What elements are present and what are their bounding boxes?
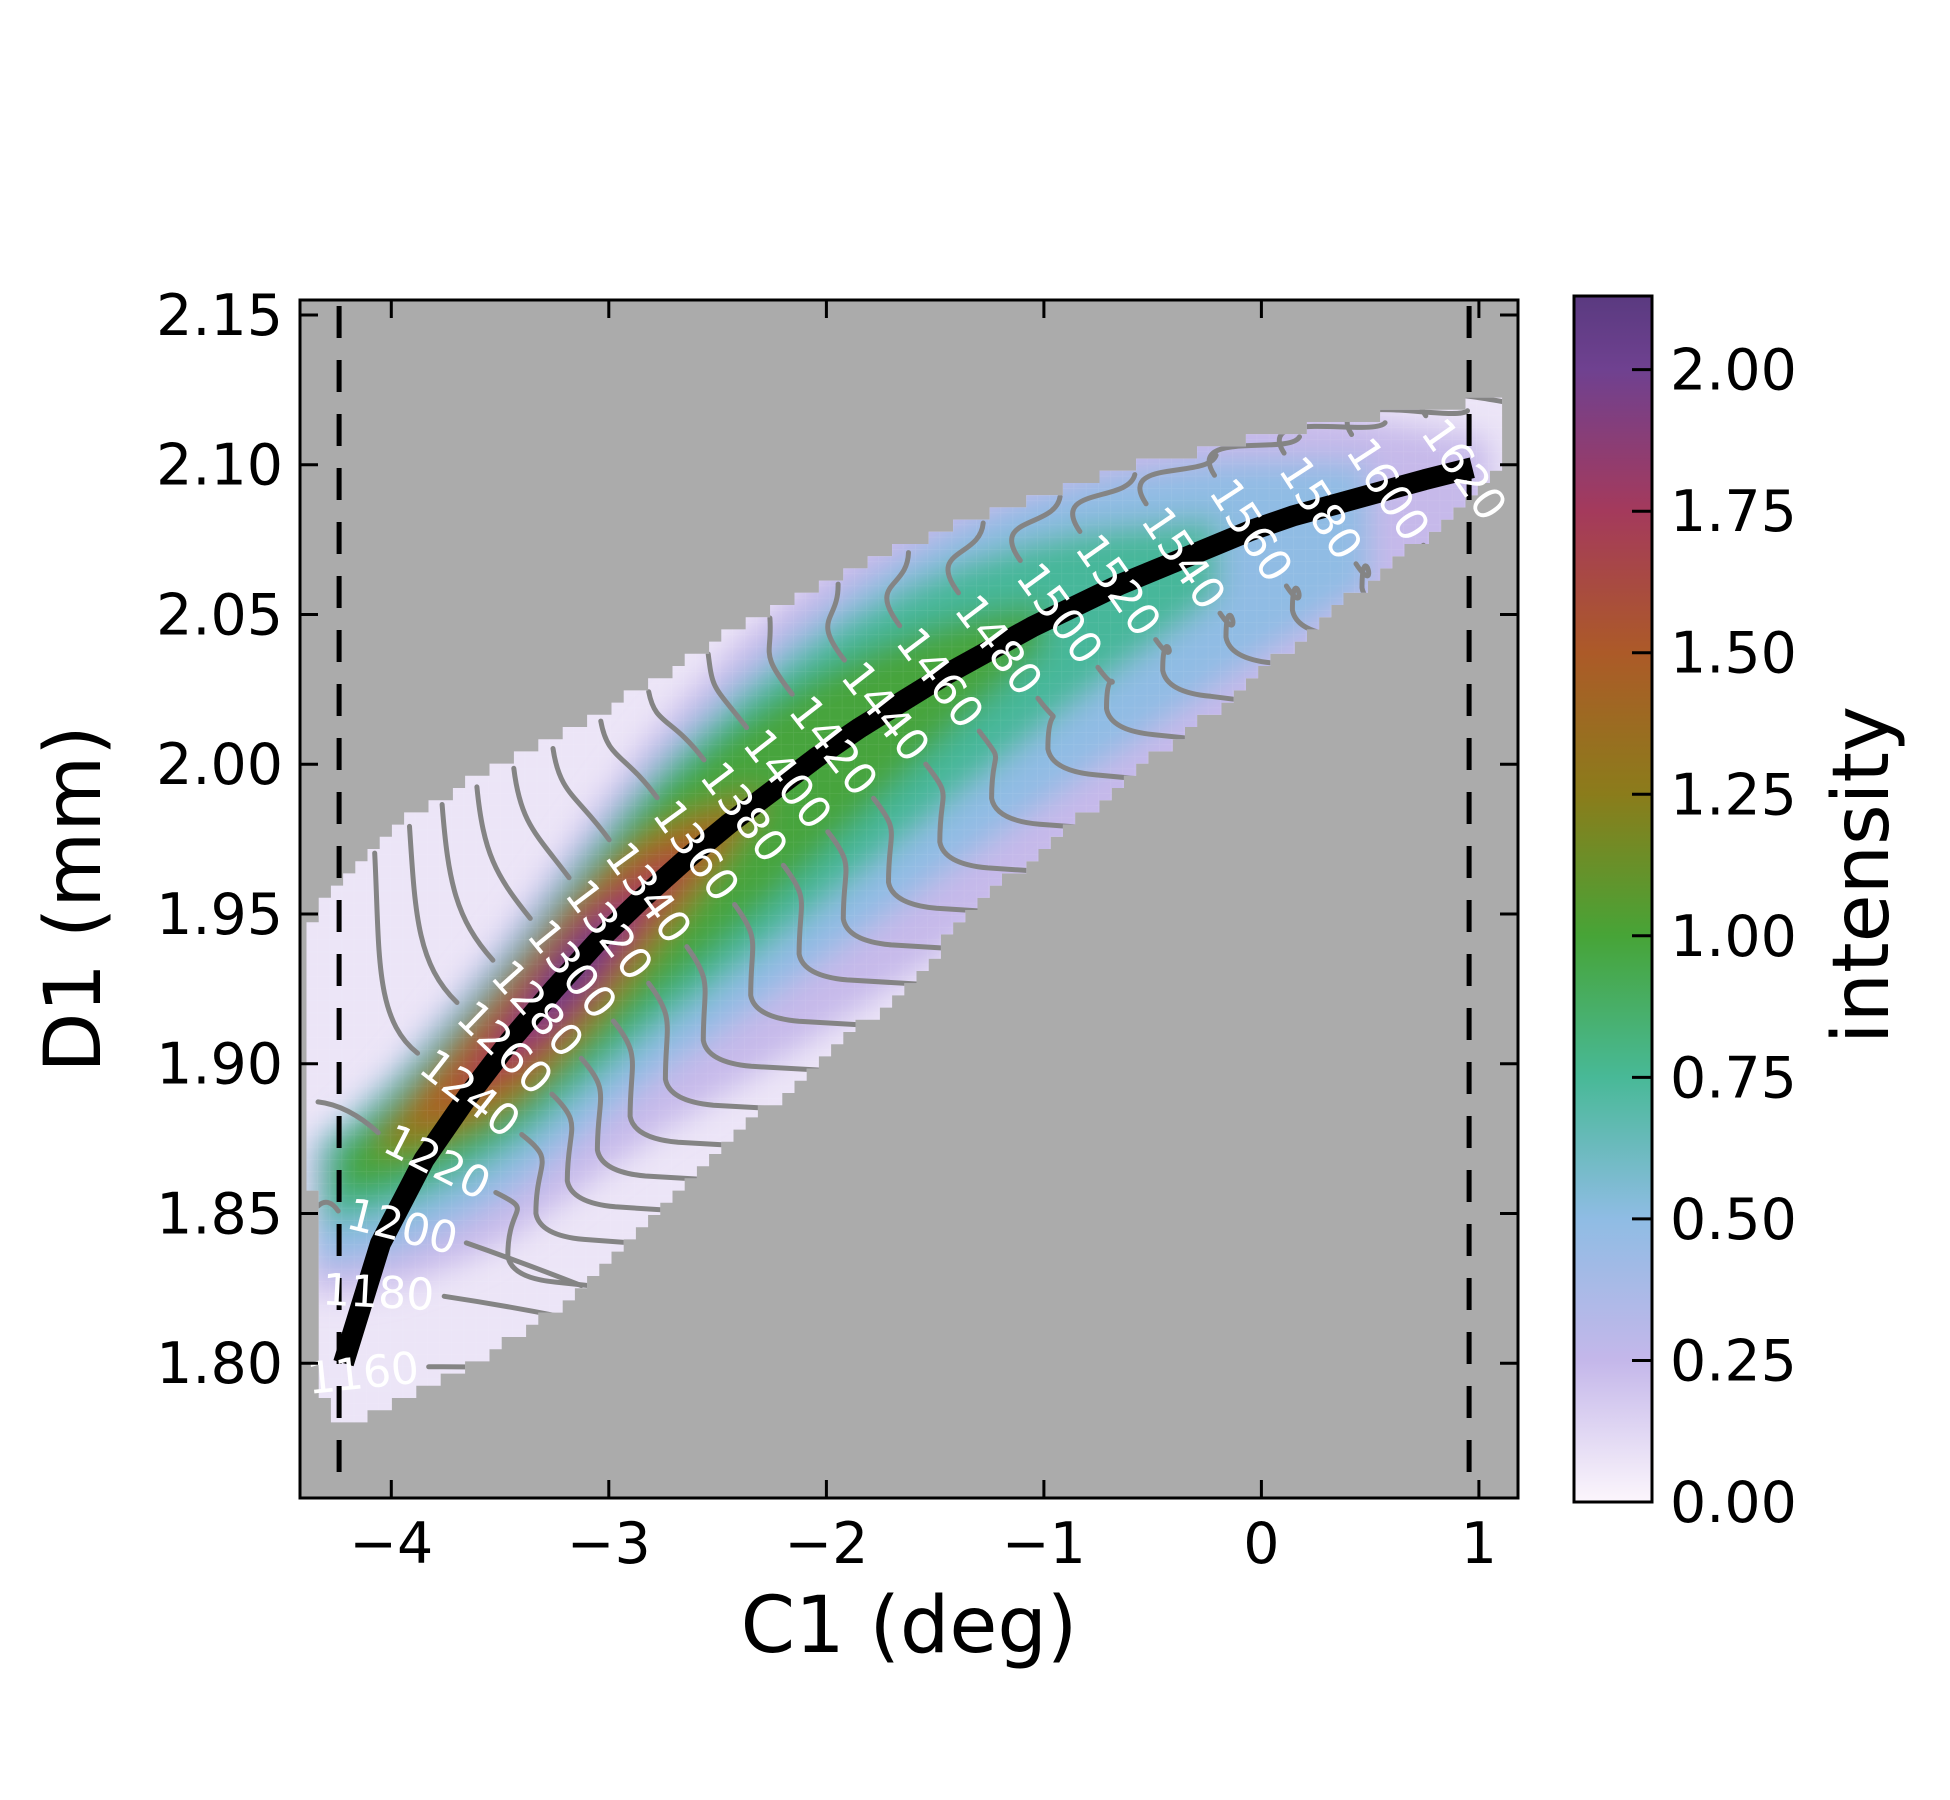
axes-frame [298,298,1520,1500]
x-tick-label: 1 [1461,1511,1497,1577]
contour-label: 1180 [321,1264,436,1321]
y-tick-label: 1.90 [156,1032,283,1098]
contour-line-lower [1217,610,1327,672]
contour-line-lower [825,829,1008,954]
colorbar-tick-label: 2.00 [1670,338,1797,404]
x-tick-label: −2 [784,1511,868,1577]
y-tick-label: 1.80 [156,1331,283,1397]
contour-line-upper [646,689,707,763]
contour-lines [315,397,1503,1372]
contour-line-lower [493,1190,629,1291]
contour-line-upper [884,550,911,629]
contour-line-upper [825,581,847,663]
contour-line-lower [923,761,1095,877]
colorbar-tick-label: 1.25 [1670,762,1797,828]
contour-line-upper [511,765,572,881]
contour-line-upper [315,1099,381,1136]
colorbar-tick-label: 0.00 [1670,1470,1797,1536]
y-tick-label: 1.95 [156,882,283,948]
contour-line-upper [766,615,795,697]
y-tick-label: 2.05 [156,583,283,649]
contour-line-upper [315,1199,341,1214]
contour-line-lower [1153,637,1275,705]
y-tick-label: 2.00 [156,732,283,798]
contour-label: 1160 [305,1342,422,1404]
contour-line-lower [610,1018,802,1151]
colorbar-tick-label: 0.25 [1670,1329,1797,1395]
y-tick-label: 2.15 [156,283,283,349]
colorbar-label: intensity [1817,706,1907,1044]
axes-spines [298,298,1520,1500]
contour-line-upper [407,823,460,1005]
colorbar-tick-label: 0.50 [1670,1187,1797,1253]
contour-line-lower [578,1055,763,1185]
contour-line-lower [976,728,1138,833]
contour-line-lower [1035,695,1178,784]
y-tick-label: 2.10 [156,433,283,499]
contour-line-upper [550,746,612,843]
colorbar-tick-label: 1.75 [1670,479,1797,545]
y-axis-label: D1 (mm) [29,725,119,1072]
contour-line-upper [705,651,750,731]
colorbar [1572,294,1654,1504]
contour-line-lower [519,1132,682,1248]
contour-line-upper [439,802,496,963]
colorbar-tick-label: 0.75 [1670,1045,1797,1111]
contour-line-lower [732,902,920,1030]
colorbar-tick-label: 1.00 [1670,904,1797,970]
contour-line-lower [684,944,875,1075]
contour-line-upper [598,718,660,801]
contour-line-upper [1009,494,1063,563]
contour-line-upper [372,850,421,1056]
x-tick-label: −4 [349,1511,433,1577]
contour-line-lower [871,795,1050,917]
x-tick-label: −1 [1002,1511,1086,1577]
contour-line-lower [646,980,839,1114]
contour-line-upper [1070,472,1138,534]
dashed-limit-lines [336,306,1472,1494]
tick-labels: −4 −3 −2 −1 0 1 2.15 2.10 2.05 2.00 1.95 1.90 1.85 1.… [156,283,1497,1577]
ridge-curve [333,457,1475,1367]
contour-line-upper [474,784,533,921]
colorbar-ticks: 2.00 1.75 1.50 1.25 1.00 0.75 0.50 0.25 0.00 [1632,338,1797,1536]
contour-line-lower [1095,664,1229,744]
x-axis-label: C1 (deg) [741,1581,1078,1671]
contour-line-upper [1276,420,1388,456]
colorbar-tick-label: 1.50 [1670,621,1797,687]
y-tick-label: 1.85 [156,1182,283,1248]
x-tick-label: −3 [567,1511,651,1577]
contour-line-lower [463,1240,584,1289]
contour-line-lower [780,862,966,989]
contour-line-upper [945,520,986,596]
x-tick-label: 0 [1243,1511,1279,1577]
contour-line-lower [549,1091,725,1216]
